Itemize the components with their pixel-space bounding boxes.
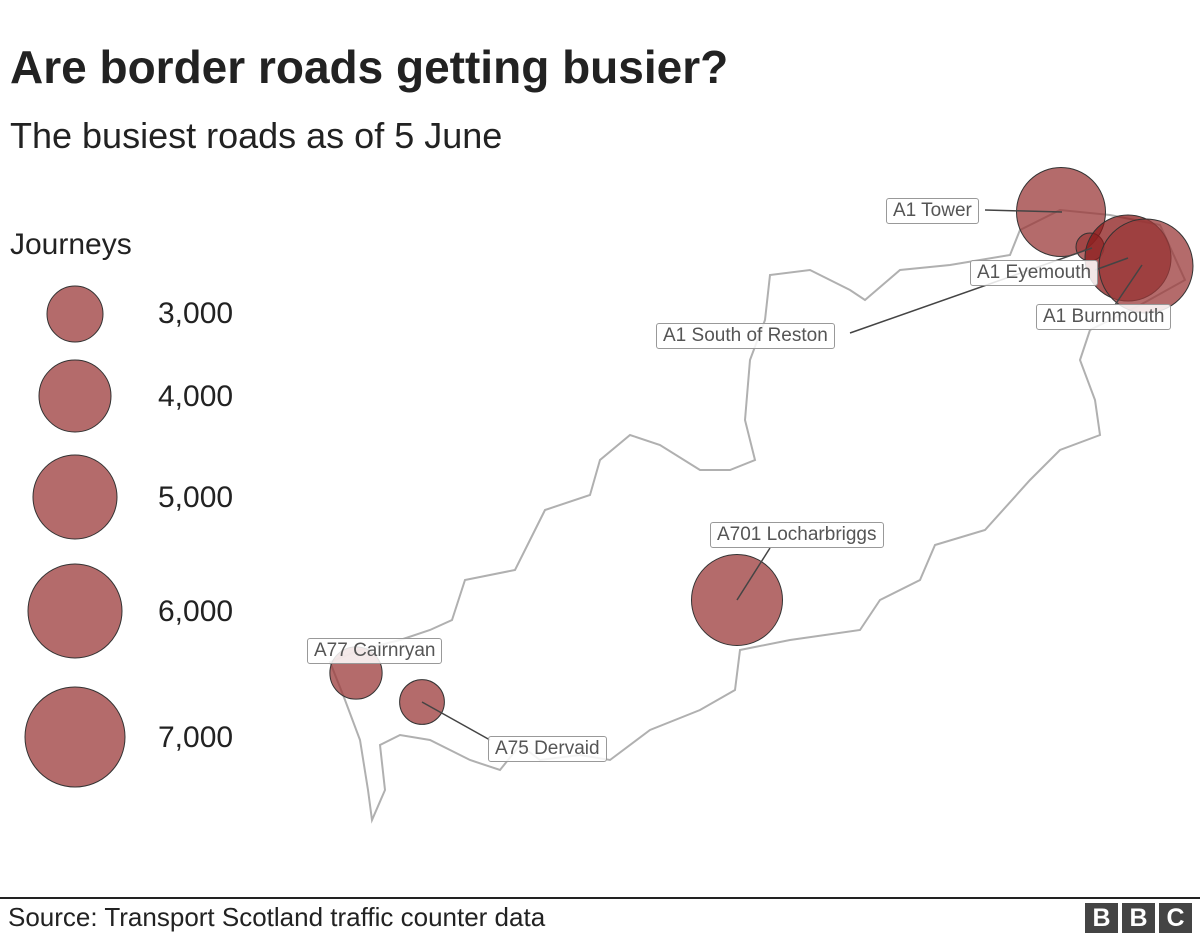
leader-line — [736, 547, 771, 601]
label-a1-tower: A1 Tower — [886, 198, 979, 224]
label-a1-burnmouth: A1 Burnmouth — [1036, 304, 1172, 330]
leader-line — [421, 701, 491, 741]
label-a77-cairnryan: A77 Cairnryan — [307, 638, 443, 664]
legend-label: 3,000 — [158, 297, 234, 330]
logo-letter: B — [1085, 903, 1118, 933]
legend-label: 5,000 — [158, 481, 234, 514]
legend-label: 7,000 — [158, 721, 234, 754]
label-a75-dervaid: A75 Dervaid — [488, 736, 607, 762]
label-a1-eyemouth: A1 Eyemouth — [970, 260, 1099, 286]
logo-letter: C — [1159, 903, 1192, 933]
bubble-a1-burnmouth — [1098, 218, 1194, 314]
label-a701-locharbriggs: A701 Locharbriggs — [710, 522, 884, 548]
leader-line — [1094, 257, 1129, 271]
legend-bubble — [24, 686, 126, 788]
region-outline — [328, 208, 1187, 824]
chart-title: Are border roads getting busier? — [10, 41, 729, 93]
source-note: Source: Transport Scotland traffic count… — [8, 902, 546, 932]
bbc-logo: B B C — [1085, 903, 1192, 933]
label-a1-south-of-reston: A1 South of Reston — [656, 323, 835, 349]
legend-label: 6,000 — [158, 595, 234, 628]
legend-label: 4,000 — [158, 380, 234, 413]
legend-bubble — [38, 359, 112, 433]
leader-line — [1114, 264, 1143, 306]
legend-bubble — [32, 454, 118, 540]
legend-bubble — [27, 563, 123, 659]
legend-title: Journeys — [10, 228, 132, 261]
logo-letter: B — [1122, 903, 1155, 933]
leader-line — [984, 209, 1063, 213]
legend-bubble — [46, 285, 104, 343]
footer-divider — [0, 897, 1200, 899]
chart-subtitle: The busiest roads as of 5 June — [10, 115, 503, 156]
